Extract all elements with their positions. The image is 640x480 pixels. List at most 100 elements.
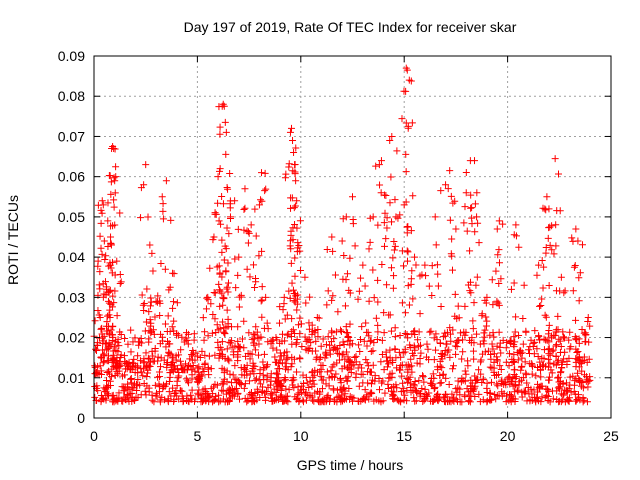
data-point [503,338,511,346]
data-point [544,393,552,401]
data-point [344,353,352,361]
data-point [437,379,445,387]
data-point [382,235,390,243]
data-point [507,285,515,293]
data-point [520,281,528,289]
data-point [226,200,234,208]
data-point [246,390,254,398]
data-point [313,313,321,321]
data-point [496,362,504,370]
data-point [244,239,252,247]
data-point [553,396,561,404]
data-point [156,398,164,406]
data-point [410,342,418,350]
data-point [142,349,150,357]
data-point [429,370,437,378]
data-point [241,204,249,212]
data-point [374,321,382,329]
data-point [290,204,298,212]
data-point [460,219,468,227]
data-point [546,351,554,359]
data-point [335,356,343,364]
data-point [159,207,167,215]
data-point [552,352,560,360]
data-point [492,395,500,403]
data-point [575,394,583,402]
data-point [410,328,418,336]
data-point [202,390,210,398]
y-axis-label: ROTI / TECUs [5,195,21,285]
data-point [276,393,284,401]
data-point [175,395,183,403]
data-point [290,149,298,157]
data-point [235,253,243,261]
data-point [234,271,242,279]
data-point [190,330,198,338]
data-point [286,128,294,136]
data-point [391,196,399,204]
data-point [200,368,208,376]
data-point [419,372,427,380]
data-point [410,394,418,402]
data-point [461,302,469,310]
data-point [404,366,412,374]
data-point [321,354,329,362]
data-point [572,225,580,233]
data-point [483,379,491,387]
data-point [228,343,236,351]
data-point [363,359,371,367]
data-point [164,312,172,320]
data-point [288,377,296,385]
data-point [342,328,350,336]
data-point [332,328,340,336]
data-point [528,370,536,378]
data-point [548,222,556,230]
data-point [473,330,481,338]
data-point [306,293,314,301]
data-point [182,360,190,368]
y-tick-label: 0.04 [58,249,85,265]
data-point [478,312,486,320]
data-point [584,318,592,326]
data-point [359,261,367,269]
data-point [483,293,491,301]
data-point [377,157,385,165]
data-point [98,209,106,217]
data-point [308,382,316,390]
data-point [285,287,293,295]
data-point [173,299,181,307]
data-point [251,284,259,292]
data-point [436,379,444,387]
data-point [269,397,277,405]
data-point [346,395,354,403]
data-point [377,358,385,366]
data-point [415,377,423,385]
data-point [448,235,456,243]
data-point [289,286,297,294]
data-point [287,194,295,202]
data-point [184,340,192,348]
data-point [224,288,232,296]
data-point [508,378,516,386]
data-point [159,384,167,392]
data-point [111,221,119,229]
data-point [458,355,466,363]
data-point [349,193,356,201]
data-point [434,282,442,290]
data-point [109,323,117,331]
data-point [469,317,477,325]
data-point [531,327,539,335]
data-points [90,64,594,406]
data-point [469,347,477,355]
data-point [343,364,351,372]
data-point [557,398,565,406]
data-point [510,279,518,287]
data-point [109,292,117,300]
data-point [549,395,557,403]
data-point [366,238,374,246]
data-point [481,348,489,356]
data-point [113,257,121,265]
data-point [154,373,162,381]
data-point [447,330,455,338]
data-point [295,242,303,250]
